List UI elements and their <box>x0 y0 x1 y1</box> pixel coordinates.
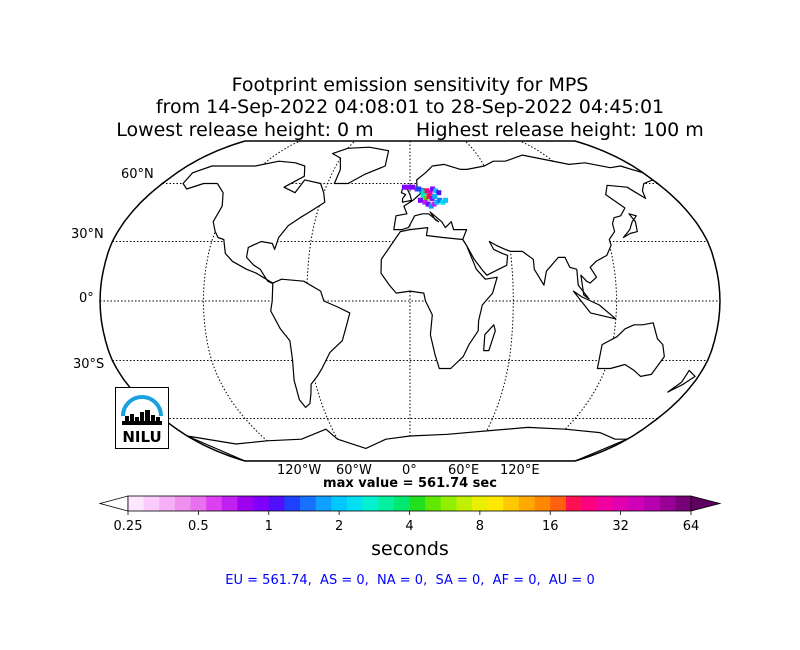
colorbar-tick-label: 64 <box>682 519 700 534</box>
footprint-cell <box>430 186 436 192</box>
colorbar-tick-label: 0.25 <box>113 519 143 534</box>
footprint-cell <box>427 190 433 196</box>
footprint-cell <box>436 190 442 196</box>
footprint-cell <box>433 188 439 194</box>
footprint-cell <box>424 188 430 194</box>
footprint-cell <box>401 184 407 190</box>
meridian-gridline <box>519 141 618 461</box>
footprint-cell <box>422 199 428 205</box>
max-value-label: max value = 561.74 sec <box>323 476 497 491</box>
colorbar-units-label: seconds <box>371 538 449 560</box>
meridian-gridline <box>202 141 301 461</box>
title-line-2: from 14-Sep-2022 04:08:01 to 28-Sep-2022… <box>155 96 665 118</box>
landmass-north-america <box>182 160 326 286</box>
landmass-japan <box>622 213 638 239</box>
lat-label-30s: 30°S <box>73 357 105 372</box>
colorbar-tick-label: 16 <box>541 519 559 534</box>
colorbar-tick-label: 4 <box>405 519 414 534</box>
landmass-south-america <box>270 278 351 408</box>
footprint-cell <box>437 197 443 203</box>
footprint-cell <box>443 197 449 203</box>
footprint-cell <box>432 194 438 199</box>
landmass-new-zealand <box>667 369 696 393</box>
colorbar-tick-label: 8 <box>475 519 485 534</box>
lon-label-120e: 120°E <box>500 463 540 478</box>
nilu-logo-text: NILU <box>122 428 162 446</box>
colorbar-tick-label: 0.5 <box>188 519 209 534</box>
region-stats: EU = 561.74, AS = 0, NA = 0, SA = 0, AF … <box>225 573 595 588</box>
footprint-cell <box>429 195 435 201</box>
nilu-logo: NILU <box>115 387 169 449</box>
footprint-cell <box>423 195 429 201</box>
lat-label-equator: 0° <box>79 291 94 306</box>
footprint-cell <box>420 194 426 199</box>
footprint-cell <box>425 201 431 207</box>
footprint-cell <box>406 184 412 190</box>
footprint-cell <box>421 190 427 196</box>
lat-label-30n: 30°N <box>71 227 104 242</box>
footprint-cell <box>431 201 437 207</box>
lon-label-0: 0° <box>402 463 417 478</box>
landmass-australia <box>596 322 665 377</box>
footprint-cell <box>426 194 432 199</box>
landmass-madagascar <box>483 324 496 352</box>
landmass-indonesia <box>572 290 617 320</box>
footprint-cell <box>428 203 434 209</box>
title-line-3: Lowest release height: 0 m Highest relea… <box>116 119 704 141</box>
nilu-logo-graphic <box>121 395 163 425</box>
landmass-africa <box>380 227 498 370</box>
footprint-cell <box>417 197 423 203</box>
footprint-cell <box>418 188 424 194</box>
footprint-cell <box>416 186 421 192</box>
meridian-gridline <box>306 141 356 461</box>
footprint-cell <box>440 199 446 205</box>
lon-label-120w: 120°W <box>277 463 322 478</box>
lon-label-60w: 60°W <box>336 463 372 478</box>
colorbar-tick-label: 2 <box>334 519 344 534</box>
lon-label-60e: 60°E <box>448 463 480 478</box>
footprint-cell <box>434 199 440 205</box>
lat-label-60n: 60°N <box>121 167 154 182</box>
landmass-greenland <box>332 146 390 185</box>
footprint-cell <box>410 184 416 190</box>
colorbar-tick-label: 32 <box>612 519 629 534</box>
colorbar-tick-label: 1 <box>264 519 273 534</box>
title-line-1: Footprint emission sensitivity for MPS <box>231 74 589 96</box>
landmass-antarctica <box>186 426 628 461</box>
map-boundary <box>99 140 721 462</box>
